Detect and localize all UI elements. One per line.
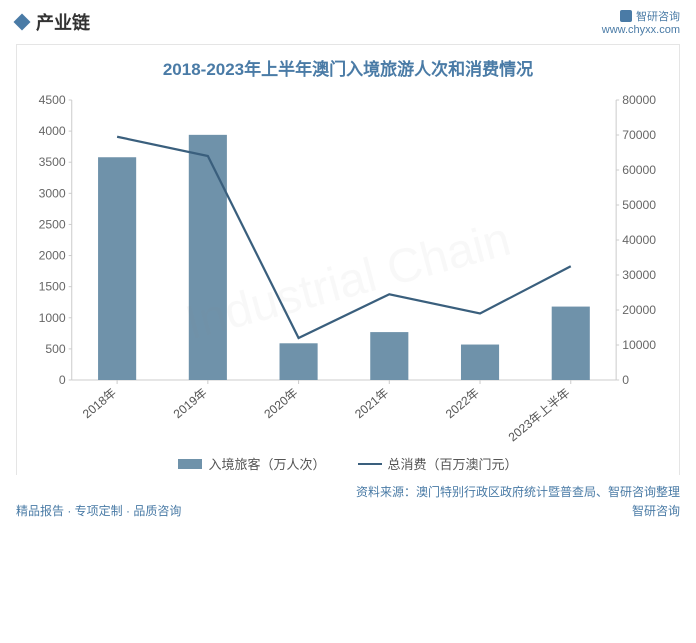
header: 产业链 智研咨询 www.chyxx.com <box>0 0 696 40</box>
svg-text:2000: 2000 <box>39 249 66 263</box>
footer-right: 智研咨询 <box>632 502 680 519</box>
svg-text:2022年: 2022年 <box>443 386 482 421</box>
svg-text:2019年: 2019年 <box>171 386 210 421</box>
legend: 入境旅客（万人次） 总消费（百万澳门元） <box>23 454 673 473</box>
legend-bar: 入境旅客（万人次） <box>178 454 325 473</box>
svg-text:70000: 70000 <box>622 128 656 142</box>
svg-text:30000: 30000 <box>622 268 656 282</box>
chart-title: 2018-2023年上半年澳门入境旅游人次和消费情况 <box>23 55 673 80</box>
svg-text:1500: 1500 <box>39 280 66 294</box>
header-right: 智研咨询 www.chyxx.com <box>602 8 680 36</box>
svg-text:60000: 60000 <box>622 163 656 177</box>
bar-swatch-icon <box>178 459 202 469</box>
line-swatch-icon <box>358 463 382 465</box>
svg-text:1000: 1000 <box>39 311 66 325</box>
svg-text:4000: 4000 <box>39 124 66 138</box>
svg-text:80000: 80000 <box>622 93 656 107</box>
legend-bar-label: 入境旅客（万人次） <box>208 454 325 473</box>
svg-text:20000: 20000 <box>622 303 656 317</box>
svg-text:40000: 40000 <box>622 233 656 247</box>
chart-container: 2018-2023年上半年澳门入境旅游人次和消费情况 0 500 1000 1500 2… <box>16 44 680 475</box>
legend-line-label: 总消费（百万澳门元） <box>388 454 518 473</box>
svg-text:2023年上半年: 2023年上半年 <box>506 386 573 445</box>
svg-text:3000: 3000 <box>39 186 66 200</box>
source-text: 资料来源：澳门特别行政区政府统计暨普查局、智研咨询整理 <box>0 483 680 500</box>
brand-name: 智研咨询 <box>636 8 680 24</box>
section-title: 产业链 <box>36 9 90 35</box>
legend-line: 总消费（百万澳门元） <box>358 454 518 473</box>
svg-text:2020年: 2020年 <box>261 386 300 421</box>
footer-left: 精品报告 · 专项定制 · 品质咨询 <box>16 502 181 519</box>
brand-url: www.chyxx.com <box>602 24 680 36</box>
svg-text:3500: 3500 <box>39 155 66 169</box>
svg-text:500: 500 <box>45 342 66 356</box>
diamond-icon <box>14 14 31 31</box>
svg-text:2021年: 2021年 <box>352 386 391 421</box>
svg-text:4500: 4500 <box>39 93 66 107</box>
svg-text:0: 0 <box>59 373 66 387</box>
logo-icon <box>620 10 632 22</box>
svg-text:2018年: 2018年 <box>80 386 119 421</box>
svg-text:10000: 10000 <box>622 338 656 352</box>
svg-text:0: 0 <box>622 373 629 387</box>
header-left: 产业链 <box>16 9 90 35</box>
svg-text:50000: 50000 <box>622 198 656 212</box>
footer: 精品报告 · 专项定制 · 品质咨询 智研咨询 <box>0 500 696 525</box>
svg-text:2500: 2500 <box>39 218 66 232</box>
combo-chart: 0 500 1000 1500 2000 2500 3000 3500 4000 4500 0 100… <box>23 90 673 450</box>
brand-row: 智研咨询 <box>620 8 680 24</box>
